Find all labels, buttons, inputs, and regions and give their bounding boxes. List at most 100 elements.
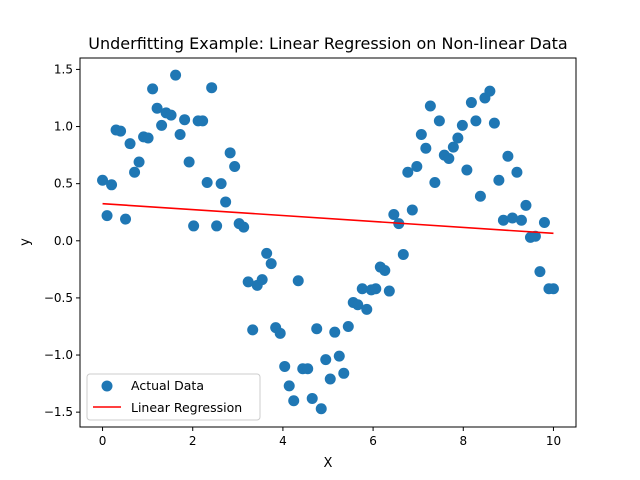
data-point-7 — [129, 166, 141, 178]
data-point-16 — [170, 69, 182, 81]
data-point-11 — [147, 83, 159, 95]
data-point-91 — [511, 166, 523, 178]
data-point-1 — [101, 210, 113, 222]
data-point-4 — [115, 125, 127, 137]
data-point-93 — [520, 199, 532, 211]
data-point-2 — [106, 179, 118, 191]
data-point-36 — [261, 247, 273, 259]
data-point-25 — [211, 220, 223, 232]
data-point-0 — [97, 174, 109, 186]
x-tick-label: 2 — [189, 434, 197, 448]
data-point-51 — [329, 326, 341, 338]
chart-title: Underfitting Example: Linear Regression … — [88, 34, 567, 53]
data-point-43 — [292, 275, 304, 287]
legend: Actual Data Linear Regression — [86, 373, 261, 421]
data-point-48 — [315, 403, 327, 415]
y-tick-label: 1.5 — [54, 62, 73, 76]
data-point-56 — [352, 299, 364, 311]
regression-line — [102, 202, 554, 235]
data-point-67 — [402, 166, 414, 178]
data-point-41 — [283, 380, 295, 392]
y-tick-label: −0.5 — [44, 291, 73, 305]
data-point-66 — [397, 249, 409, 260]
legend-marker-actual-data — [101, 380, 113, 392]
data-point-29 — [229, 161, 241, 173]
data-point-85 — [484, 85, 496, 97]
data-point-64 — [388, 209, 400, 221]
data-point-18 — [179, 114, 191, 126]
x-tick-label: 4 — [279, 434, 287, 448]
data-point-26 — [215, 178, 227, 190]
y-axis-ticks: −1.5 −1.0 −0.5 0.0 0.5 1.0 1.5 — [44, 62, 80, 419]
data-point-46 — [306, 392, 318, 404]
data-point-73 — [429, 177, 441, 189]
y-tick-label: −1.5 — [44, 405, 73, 419]
data-point-49 — [320, 354, 332, 366]
data-point-69 — [411, 161, 423, 173]
y-tick-label: 1.0 — [54, 120, 73, 134]
data-point-5 — [120, 213, 132, 225]
x-tick-label: 6 — [369, 434, 377, 448]
data-point-22 — [197, 115, 209, 127]
data-point-28 — [224, 147, 236, 159]
data-point-45 — [302, 363, 314, 375]
y-tick-label: −1.0 — [44, 348, 73, 362]
x-tick-label: 10 — [546, 434, 561, 448]
data-point-70 — [415, 129, 427, 141]
data-point-10 — [142, 132, 154, 144]
data-point-62 — [379, 264, 391, 276]
data-point-71 — [420, 142, 432, 154]
data-point-80 — [461, 164, 473, 176]
data-point-42 — [288, 395, 300, 407]
data-point-17 — [174, 129, 186, 141]
data-point-50 — [324, 373, 336, 385]
plot-area — [79, 57, 577, 428]
series-layer — [97, 69, 559, 415]
x-tick-label: 8 — [459, 434, 467, 448]
data-point-40 — [279, 360, 291, 372]
data-point-92 — [515, 214, 527, 226]
data-point-53 — [338, 367, 350, 379]
x-axis-label: X — [324, 456, 333, 471]
data-point-87 — [493, 174, 505, 186]
data-point-52 — [333, 350, 345, 362]
data-point-81 — [465, 97, 477, 109]
x-axis-ticks: 0 2 4 6 8 10 — [99, 427, 561, 448]
data-point-27 — [220, 196, 232, 208]
data-point-58 — [361, 303, 373, 315]
data-point-72 — [424, 100, 436, 112]
data-point-32 — [242, 276, 254, 288]
data-point-35 — [256, 274, 268, 286]
data-point-12 — [151, 102, 163, 114]
data-point-83 — [474, 190, 486, 202]
data-point-99 — [547, 283, 559, 295]
data-point-86 — [488, 117, 500, 129]
data-point-63 — [383, 285, 395, 297]
data-point-57 — [356, 283, 368, 295]
data-point-78 — [452, 132, 464, 144]
data-point-95 — [529, 230, 541, 242]
data-point-96 — [534, 266, 546, 278]
data-point-89 — [502, 150, 514, 162]
data-point-24 — [206, 82, 218, 94]
data-point-37 — [265, 258, 277, 270]
data-point-74 — [433, 115, 445, 127]
data-point-19 — [183, 156, 195, 168]
data-point-88 — [497, 214, 509, 226]
data-point-13 — [156, 119, 168, 131]
data-point-79 — [456, 119, 468, 131]
legend-box — [86, 373, 261, 421]
data-point-31 — [238, 221, 250, 233]
legend-label-actual-data: Actual Data — [131, 378, 204, 393]
data-point-39 — [274, 327, 286, 339]
legend-label-linear-regression: Linear Regression — [131, 400, 242, 415]
data-point-8 — [133, 156, 145, 168]
data-point-15 — [165, 109, 177, 121]
data-point-82 — [470, 115, 482, 127]
data-point-6 — [124, 138, 136, 150]
y-tick-label: 0.0 — [54, 234, 73, 248]
data-point-60 — [370, 283, 382, 295]
data-point-23 — [201, 177, 213, 189]
data-point-90 — [506, 212, 518, 224]
